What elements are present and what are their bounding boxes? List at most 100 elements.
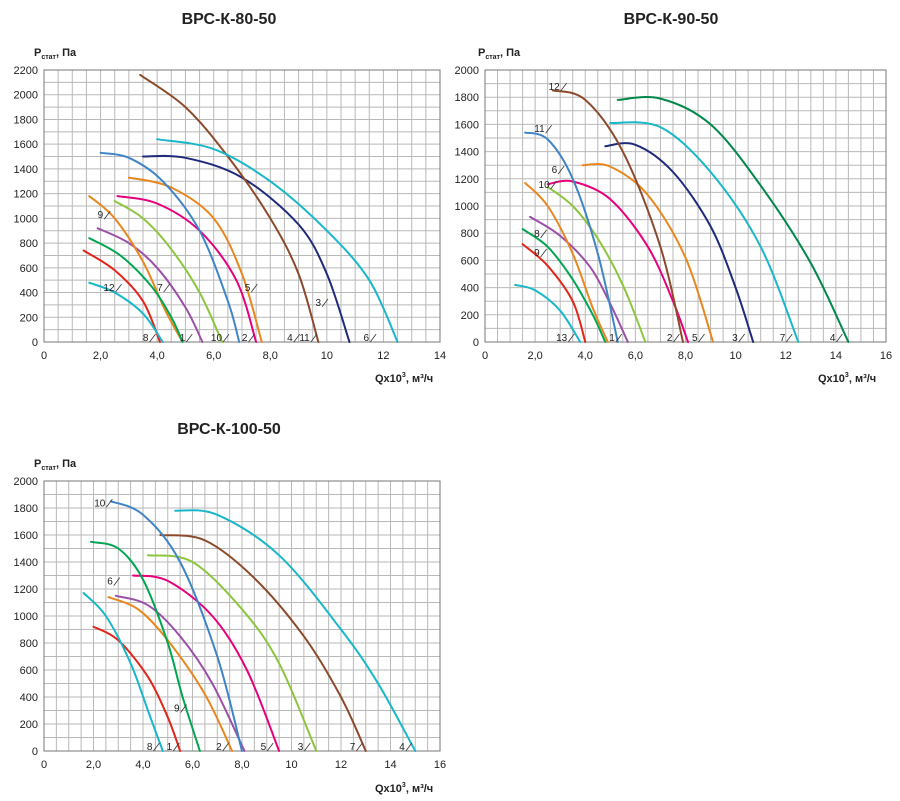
plot-frame (43, 69, 441, 343)
series-line-1 (96, 227, 204, 343)
series-label-10: 10 (94, 498, 106, 509)
series-curves (82, 73, 399, 343)
series-line-6 (156, 138, 399, 343)
label-leader (293, 333, 301, 343)
series-label-9: 9 (174, 704, 180, 715)
x-tick-label: 10 (321, 350, 333, 362)
y-tick-label: 1200 (14, 584, 38, 596)
y-axis-label-sub: стат (41, 465, 56, 472)
series-label-8: 8 (534, 229, 540, 240)
x-tick-label: 4,0 (149, 350, 164, 362)
x-axis-label-sup: 3 (402, 782, 406, 789)
label-leader (785, 333, 793, 343)
y-tick-label: 1400 (14, 164, 38, 176)
series-label-1: 1 (609, 333, 615, 344)
series-line-10 (99, 151, 241, 343)
chart-2: ВРС-К-90-500 2,0 4,0 6,0 8,0 10 12 14 1602004006… (455, 11, 893, 385)
y-tick-label: 0 (473, 337, 479, 349)
x-axis-label-main: Qx10 (375, 373, 402, 385)
series-label-2: 2 (242, 333, 248, 344)
series-line-7 (609, 121, 800, 343)
series-label-9: 9 (534, 248, 540, 259)
series-label-6: 6 (107, 577, 113, 588)
label-leader (153, 742, 160, 752)
label-leader (550, 180, 557, 190)
label-leader (103, 210, 111, 220)
x-axis-label-sup: 3 (845, 372, 849, 379)
x-axis-label: Qx103, м³/ч (818, 372, 876, 385)
series-line-8 (82, 249, 161, 343)
series-line-9 (90, 540, 201, 752)
label-leader (113, 577, 121, 586)
series-line-9 (521, 243, 587, 343)
series-curves (82, 500, 417, 752)
x-tick-label: 2,0 (527, 350, 542, 362)
series-line-2 (107, 596, 234, 752)
x-tick-label: 16 (880, 350, 892, 362)
y-tick-label: 1200 (14, 189, 38, 201)
y-tick-label: 600 (20, 665, 38, 677)
x-tick-label: 10 (730, 350, 742, 362)
x-axis-label-main: Qx10 (375, 783, 402, 795)
y-tick-label: 1800 (14, 114, 38, 126)
series-line-3 (604, 142, 755, 343)
label-leader (149, 333, 156, 343)
y-tick-label: 400 (461, 283, 479, 295)
series-label-2: 2 (216, 742, 222, 753)
series-label-9: 9 (98, 210, 104, 221)
y-tick-label: 0 (32, 337, 38, 349)
label-leader (738, 333, 745, 343)
y-tick-label: 0 (32, 746, 38, 758)
series-label-4: 4 (830, 333, 836, 344)
series-label-5: 5 (692, 333, 698, 344)
x-tick-label: 2,0 (93, 350, 108, 362)
y-axis-label-unit: , Па (500, 47, 521, 59)
grid (484, 69, 887, 343)
label-leader (615, 333, 623, 343)
series-label-5: 5 (261, 742, 267, 753)
series-line-7 (113, 200, 224, 343)
series-line-12 (88, 237, 184, 343)
label-leader (250, 283, 258, 293)
label-leader (698, 333, 705, 343)
series-line-6 (114, 594, 246, 752)
label-leader (405, 742, 413, 752)
series-line-5 (581, 163, 715, 343)
x-axis-label-unit: , м³/ч (406, 783, 433, 795)
series-line-7 (159, 534, 367, 752)
y-axis-label: Pстат, Па (34, 458, 77, 472)
series-line-10 (109, 500, 243, 752)
x-tick-label: 0 (41, 350, 47, 362)
series-label-13: 13 (556, 333, 568, 344)
series-label-7: 7 (157, 283, 163, 294)
grid (43, 480, 441, 752)
series-label-10: 10 (539, 180, 551, 191)
x-tick-label: 14 (434, 350, 446, 362)
x-tick-label: 16 (434, 759, 446, 771)
label-leader (222, 333, 230, 343)
y-tick-label: 800 (20, 238, 38, 250)
series-line-11 (524, 131, 619, 343)
label-leader (557, 165, 565, 175)
y-axis-label: Pстат, Па (34, 47, 77, 61)
y-tick-label: 1000 (14, 213, 38, 225)
x-tick-label: 8,0 (234, 759, 249, 771)
y-axis-label-main: P (34, 458, 41, 470)
label-leader (163, 283, 170, 293)
label-leader (836, 333, 843, 343)
series-label-7: 7 (780, 333, 786, 344)
series-line-3 (142, 154, 351, 343)
label-leader (106, 499, 113, 508)
label-leader (248, 333, 255, 343)
y-axis-label: Pстат, Па (478, 47, 521, 61)
series-label-7: 7 (350, 742, 356, 753)
y-tick-label: 1600 (14, 530, 38, 542)
x-tick-label: 8,0 (263, 350, 278, 362)
x-tick-label: 14 (830, 350, 842, 362)
x-axis-label-unit: , м³/ч (849, 373, 876, 385)
y-tick-label: 1800 (14, 503, 38, 515)
series-label-8: 8 (143, 333, 149, 344)
label-leader (185, 333, 193, 343)
series-line-2 (127, 176, 263, 343)
